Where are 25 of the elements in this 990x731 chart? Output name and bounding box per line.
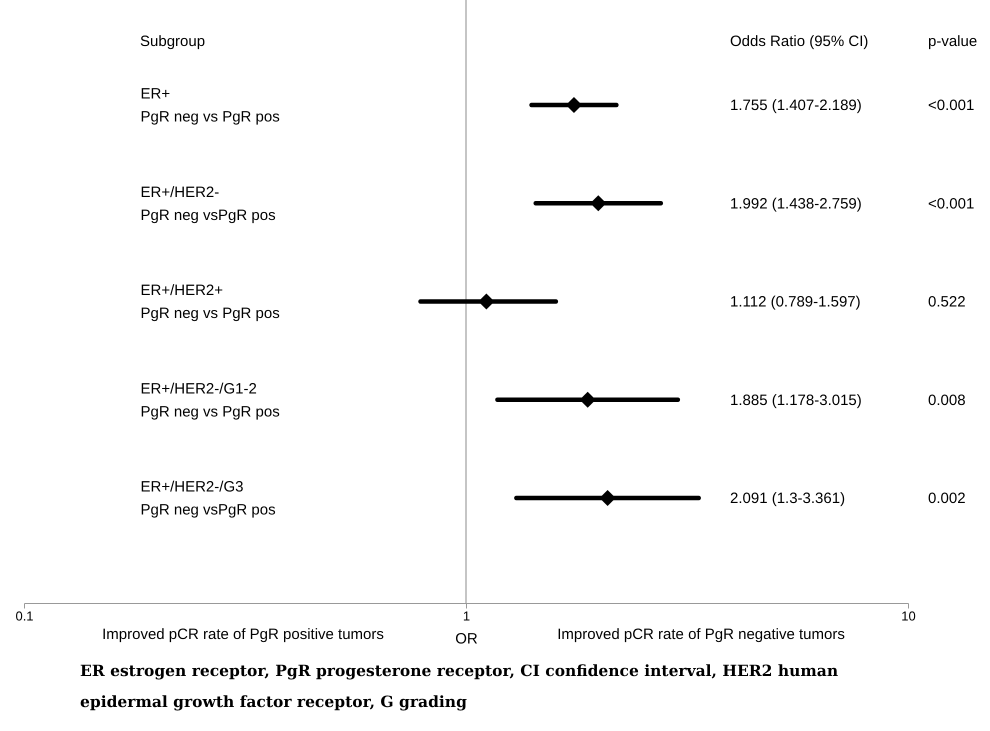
y-tick-label: ER+/HER2-/G3 PgR neg vsPgR pos xyxy=(140,478,276,518)
text: 0.522 xyxy=(928,294,966,310)
y-tick-label: ER+/HER2-/G1-2 PgR neg vs PgR pos xyxy=(140,380,280,420)
x-axis-title: OR xyxy=(455,630,478,648)
text: <0.001 xyxy=(928,97,974,114)
text: 0.008 xyxy=(928,392,966,409)
annotation: 2.091 (1.3-3.361) xyxy=(730,490,846,507)
text: Improved pCR rate of PgR negative tumors xyxy=(557,626,845,643)
text: 0.002 xyxy=(928,490,966,507)
annotation: 1.885 (1.178-3.015) xyxy=(730,392,862,409)
text: ER estrogen receptor, PgR progesterone receptor, CI confidence interval, HER2 human epidermal growth factor receptor, G grading xyxy=(80,660,840,713)
text: p-value xyxy=(928,33,978,50)
annotation: 1.992 (1.438-2.759) xyxy=(730,195,862,212)
y-tick-label: ER+/HER2- PgR neg vsPgR pos xyxy=(140,184,276,224)
annotation: 1.755 (1.407-2.189) xyxy=(730,97,862,114)
y-tick-label: ER+/HER2+ PgR neg vs PgR pos xyxy=(140,282,280,322)
text: <0.001 xyxy=(928,195,974,212)
annotation: 1.112 (0.789-1.597) xyxy=(730,294,861,310)
text: Improved pCR rate of PgR positive tumors xyxy=(102,626,384,643)
annotation: Subgroup xyxy=(140,33,206,50)
y-tick-label: ER+ PgR neg vs PgR pos xyxy=(140,86,280,126)
x-tick-label: 1 xyxy=(462,608,470,624)
x-tick-label: 0.1 xyxy=(15,608,34,624)
annotation: Odds Ratio (95% CI) xyxy=(730,33,868,50)
x-tick-label: 10 xyxy=(901,608,916,624)
